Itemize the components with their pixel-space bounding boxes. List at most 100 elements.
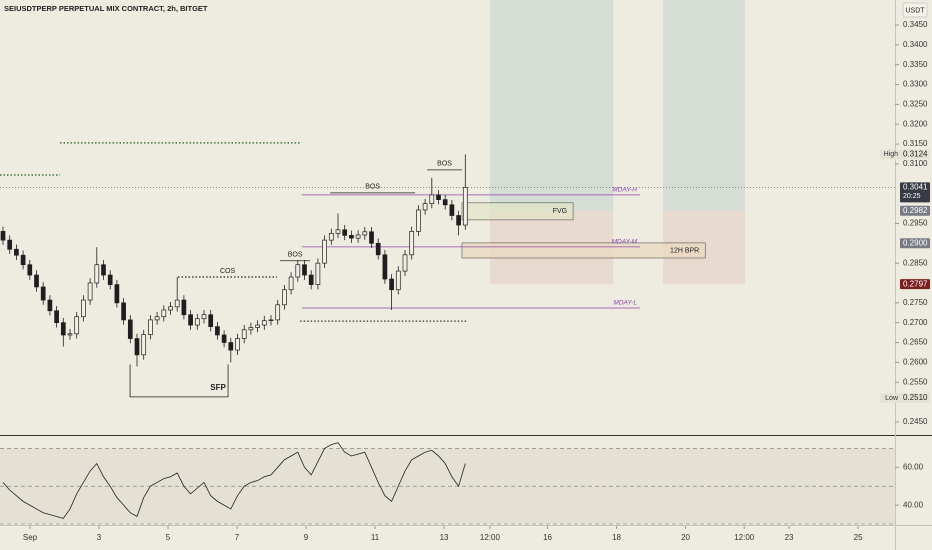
zone-box xyxy=(461,242,706,259)
candle-body xyxy=(0,231,6,241)
y-tick-label: 0.3200 xyxy=(903,119,928,128)
currency-button[interactable] xyxy=(902,2,928,18)
candle-body xyxy=(87,282,93,301)
price-name: Low xyxy=(885,395,899,402)
price-badge xyxy=(900,238,930,249)
x-tick-label: 20 xyxy=(681,533,690,542)
candle-body xyxy=(40,286,46,301)
box-label: FVG xyxy=(553,208,567,215)
candle-body xyxy=(355,234,361,239)
candle-body xyxy=(194,318,200,326)
candle-body xyxy=(201,314,207,320)
x-tick-label: 12:00 xyxy=(480,533,501,542)
candle-body xyxy=(34,274,39,288)
x-tick-label: 11 xyxy=(371,533,380,542)
y-tick-label: 0.3300 xyxy=(903,80,928,89)
candle-body xyxy=(235,338,240,351)
candle-body xyxy=(221,334,227,343)
rsi-tick-label: 60.00 xyxy=(903,462,924,471)
candle-body xyxy=(14,248,19,256)
candle-body xyxy=(228,342,234,351)
candle-body xyxy=(456,215,461,226)
candle-body xyxy=(349,235,354,239)
chart-title: SEIUSDTPERP PERPETUAL MIX CONTRACT, 2h, … xyxy=(4,4,208,13)
candle-body xyxy=(449,204,455,216)
price-badge-label: 0.2510 xyxy=(903,393,928,402)
candle-body xyxy=(375,242,381,256)
level-label: MDAY-M xyxy=(612,239,638,246)
candle-body xyxy=(114,284,120,304)
candle-body xyxy=(241,329,247,339)
price-badge xyxy=(900,149,930,160)
rsi-line xyxy=(2,442,466,519)
price-name-badge xyxy=(880,149,900,160)
level-label: BOS xyxy=(288,252,303,259)
y-tick-label: 0.2450 xyxy=(903,417,928,426)
candle-body xyxy=(81,299,86,318)
price-badge-label: 0.3041 xyxy=(903,182,928,191)
y-tick-label: 0.2950 xyxy=(903,219,928,228)
candle-body xyxy=(409,231,415,256)
sfp-bracket xyxy=(129,364,229,398)
profit-zone xyxy=(489,0,614,211)
candle-body xyxy=(369,231,374,244)
price-badge xyxy=(900,205,930,216)
price-badge-label: 0.3124 xyxy=(903,150,928,159)
candle-body xyxy=(101,264,106,276)
y-tick-label: 0.2700 xyxy=(903,318,928,327)
y-tick-label: 0.3100 xyxy=(903,159,928,168)
candle-body xyxy=(436,194,441,200)
box-label: 12H BPR xyxy=(670,247,699,254)
x-tick-label: 16 xyxy=(543,533,552,542)
y-tick-label: 0.3250 xyxy=(903,99,928,108)
candle-body xyxy=(255,324,260,328)
candle-body xyxy=(54,310,59,324)
candle-body xyxy=(154,316,160,321)
x-tick-label: 25 xyxy=(854,533,863,542)
candle-body xyxy=(288,276,294,291)
candle-body xyxy=(295,264,301,278)
candle-body xyxy=(181,299,187,316)
candle-body xyxy=(302,264,307,276)
candle-body xyxy=(121,302,126,321)
y-tick-label: 0.2600 xyxy=(903,357,928,366)
profit-zone xyxy=(663,0,745,211)
x-tick-label: 9 xyxy=(304,533,309,542)
price-badge-label: 0.2797 xyxy=(903,279,928,288)
candle-body xyxy=(402,254,408,272)
candle-body xyxy=(20,254,26,266)
candle-body xyxy=(442,199,448,206)
candle-body xyxy=(315,262,321,285)
candle-body xyxy=(282,289,287,306)
candle-body xyxy=(395,270,401,291)
y-tick-label: 0.2650 xyxy=(903,338,928,347)
candle-body xyxy=(141,334,147,356)
price-badge xyxy=(900,182,930,203)
x-tick-label: 18 xyxy=(612,533,621,542)
candle-body xyxy=(328,233,334,241)
candle-body xyxy=(389,278,394,291)
candle-body xyxy=(422,203,428,211)
currency-label[interactable]: USDT xyxy=(905,7,925,14)
candle-body xyxy=(308,274,314,285)
candle-body xyxy=(362,231,368,236)
candle-body xyxy=(335,229,341,234)
candle-body xyxy=(261,320,267,326)
countdown-label: 20:25 xyxy=(903,193,921,200)
candle-body xyxy=(215,326,220,336)
candle-body xyxy=(342,229,348,236)
zone-box xyxy=(461,202,574,221)
candle-body xyxy=(208,314,214,327)
candle-body xyxy=(168,306,173,311)
y-tick-label: 0.3450 xyxy=(903,20,928,29)
candle-body xyxy=(134,338,140,356)
price-name-badge xyxy=(880,393,900,404)
y-tick-label: 0.2550 xyxy=(903,377,928,386)
y-tick-label: 0.3150 xyxy=(903,139,928,148)
y-tick-label: 0.3350 xyxy=(903,60,928,69)
price-badge xyxy=(900,393,930,404)
price-badge xyxy=(900,279,930,290)
candle-body xyxy=(148,319,153,335)
price-badge-label: 0.2900 xyxy=(903,238,928,247)
